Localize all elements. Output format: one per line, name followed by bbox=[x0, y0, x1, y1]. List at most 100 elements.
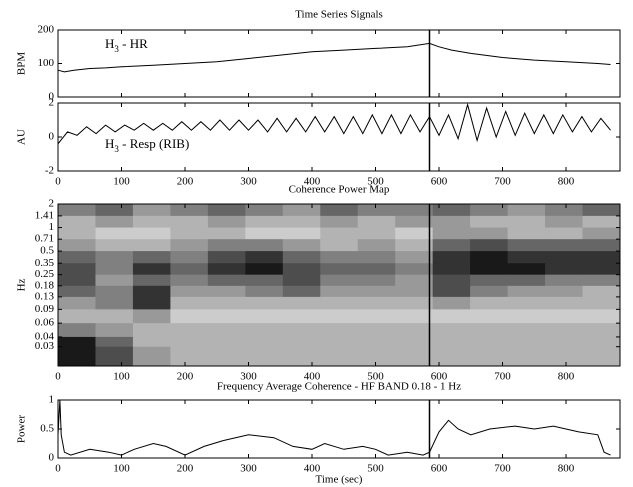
heat-cell bbox=[170, 296, 209, 310]
heat-cell bbox=[245, 285, 284, 298]
x-tick-label: 700 bbox=[494, 176, 511, 188]
heat-cell bbox=[432, 309, 471, 324]
heat-cell bbox=[320, 274, 359, 287]
heat-cell bbox=[207, 323, 246, 338]
heat-cell bbox=[207, 274, 246, 287]
heat-cell bbox=[545, 204, 584, 217]
heat-cell bbox=[245, 274, 284, 287]
heat-cell bbox=[245, 309, 284, 324]
heat-cell bbox=[357, 285, 396, 298]
heat-cell bbox=[320, 227, 359, 240]
y-tick-label: 0.13 bbox=[35, 290, 55, 302]
annotation: H3 - Resp (RIB) bbox=[105, 136, 189, 154]
heat-cell bbox=[507, 336, 546, 348]
heat-cell bbox=[395, 285, 434, 298]
heat-cell bbox=[470, 263, 509, 276]
x-tick-label: 400 bbox=[304, 176, 321, 188]
heat-cell bbox=[432, 336, 471, 348]
heat-cell bbox=[282, 263, 321, 276]
heat-cell bbox=[357, 239, 396, 252]
heat-cell bbox=[207, 263, 246, 276]
heat-cell bbox=[282, 215, 321, 229]
heat-cell bbox=[132, 215, 171, 229]
heat-cell bbox=[282, 309, 321, 324]
x-tick-label: 0 bbox=[55, 371, 61, 383]
heat-cell bbox=[170, 239, 209, 252]
x-tick-label: 500 bbox=[367, 371, 384, 383]
signal-line bbox=[57, 42, 611, 73]
heat-cell bbox=[207, 346, 246, 367]
heat-cell bbox=[132, 285, 171, 298]
annotation-part: - Resp (RIB) bbox=[119, 136, 189, 151]
heat-cell bbox=[132, 336, 171, 348]
heat-cell bbox=[245, 336, 284, 348]
y-tick-label: 2 bbox=[49, 198, 55, 210]
heat-cell bbox=[245, 215, 284, 229]
heat-cell bbox=[95, 274, 134, 287]
heat-cell bbox=[95, 309, 134, 324]
heat-cell bbox=[432, 285, 471, 298]
y-axis-label: AU bbox=[16, 129, 28, 145]
heat-cell bbox=[545, 285, 584, 298]
heat-cell bbox=[357, 204, 396, 217]
heat-cell bbox=[170, 251, 209, 264]
y-tick-label: 0 bbox=[49, 91, 55, 103]
heat-cell bbox=[95, 323, 134, 338]
x-tick-label: 400 bbox=[304, 371, 321, 383]
y-tick-label: 0.71 bbox=[35, 233, 54, 245]
heat-cell bbox=[582, 251, 621, 264]
x-tick-label: 800 bbox=[558, 463, 575, 475]
heat-cell bbox=[545, 296, 584, 310]
heat-cell bbox=[432, 251, 471, 264]
axes-frame bbox=[57, 203, 621, 367]
heat-cell bbox=[507, 227, 546, 240]
heat-cell bbox=[395, 204, 434, 217]
x-tick-label: 600 bbox=[431, 463, 448, 475]
x-tick-label: 200 bbox=[177, 371, 194, 383]
heat-cell bbox=[470, 296, 509, 310]
heat-cell bbox=[245, 204, 284, 217]
heat-cell bbox=[395, 274, 434, 287]
heat-cell bbox=[357, 251, 396, 264]
heat-cell bbox=[320, 263, 359, 276]
heat-cell bbox=[582, 274, 621, 287]
x-tick-label: 800 bbox=[558, 176, 575, 188]
heat-cell bbox=[470, 309, 509, 324]
heat-cell bbox=[207, 296, 246, 310]
heat-cell bbox=[582, 336, 621, 348]
y-tick-label: 1 bbox=[49, 221, 55, 233]
heat-cell bbox=[58, 251, 96, 264]
heat-cell bbox=[320, 239, 359, 252]
heat-cell bbox=[432, 204, 471, 217]
heat-cell bbox=[357, 263, 396, 276]
heat-cell bbox=[132, 263, 171, 276]
annotation-part: H bbox=[105, 136, 114, 151]
x-tick-label: 500 bbox=[367, 463, 384, 475]
heat-cell bbox=[58, 346, 96, 367]
heat-cell bbox=[432, 274, 471, 287]
y-axis-label: Power bbox=[16, 415, 28, 443]
heat-cell bbox=[132, 239, 171, 252]
heat-cell bbox=[95, 215, 134, 229]
heat-cell bbox=[245, 263, 284, 276]
heat-cell bbox=[395, 251, 434, 264]
panel-title: Coherence Power Map bbox=[289, 184, 390, 196]
heat-cell bbox=[432, 263, 471, 276]
y-tick-label: 0.18 bbox=[35, 279, 55, 291]
heat-cell bbox=[282, 274, 321, 287]
y-tick-label: 0.5 bbox=[40, 423, 54, 435]
heat-cell bbox=[282, 336, 321, 348]
heat-cell bbox=[582, 323, 621, 338]
heat-cell bbox=[95, 239, 134, 252]
heat-cell bbox=[582, 239, 621, 252]
y-tick-label: 0.03 bbox=[35, 340, 55, 352]
heat-cell bbox=[395, 336, 434, 348]
heat-cell bbox=[170, 227, 209, 240]
heat-cell bbox=[58, 336, 96, 348]
heat-cell bbox=[320, 251, 359, 264]
heat-cell bbox=[207, 204, 246, 217]
heat-cell bbox=[132, 227, 171, 240]
heat-cell bbox=[432, 323, 471, 338]
heat-cell bbox=[545, 309, 584, 324]
